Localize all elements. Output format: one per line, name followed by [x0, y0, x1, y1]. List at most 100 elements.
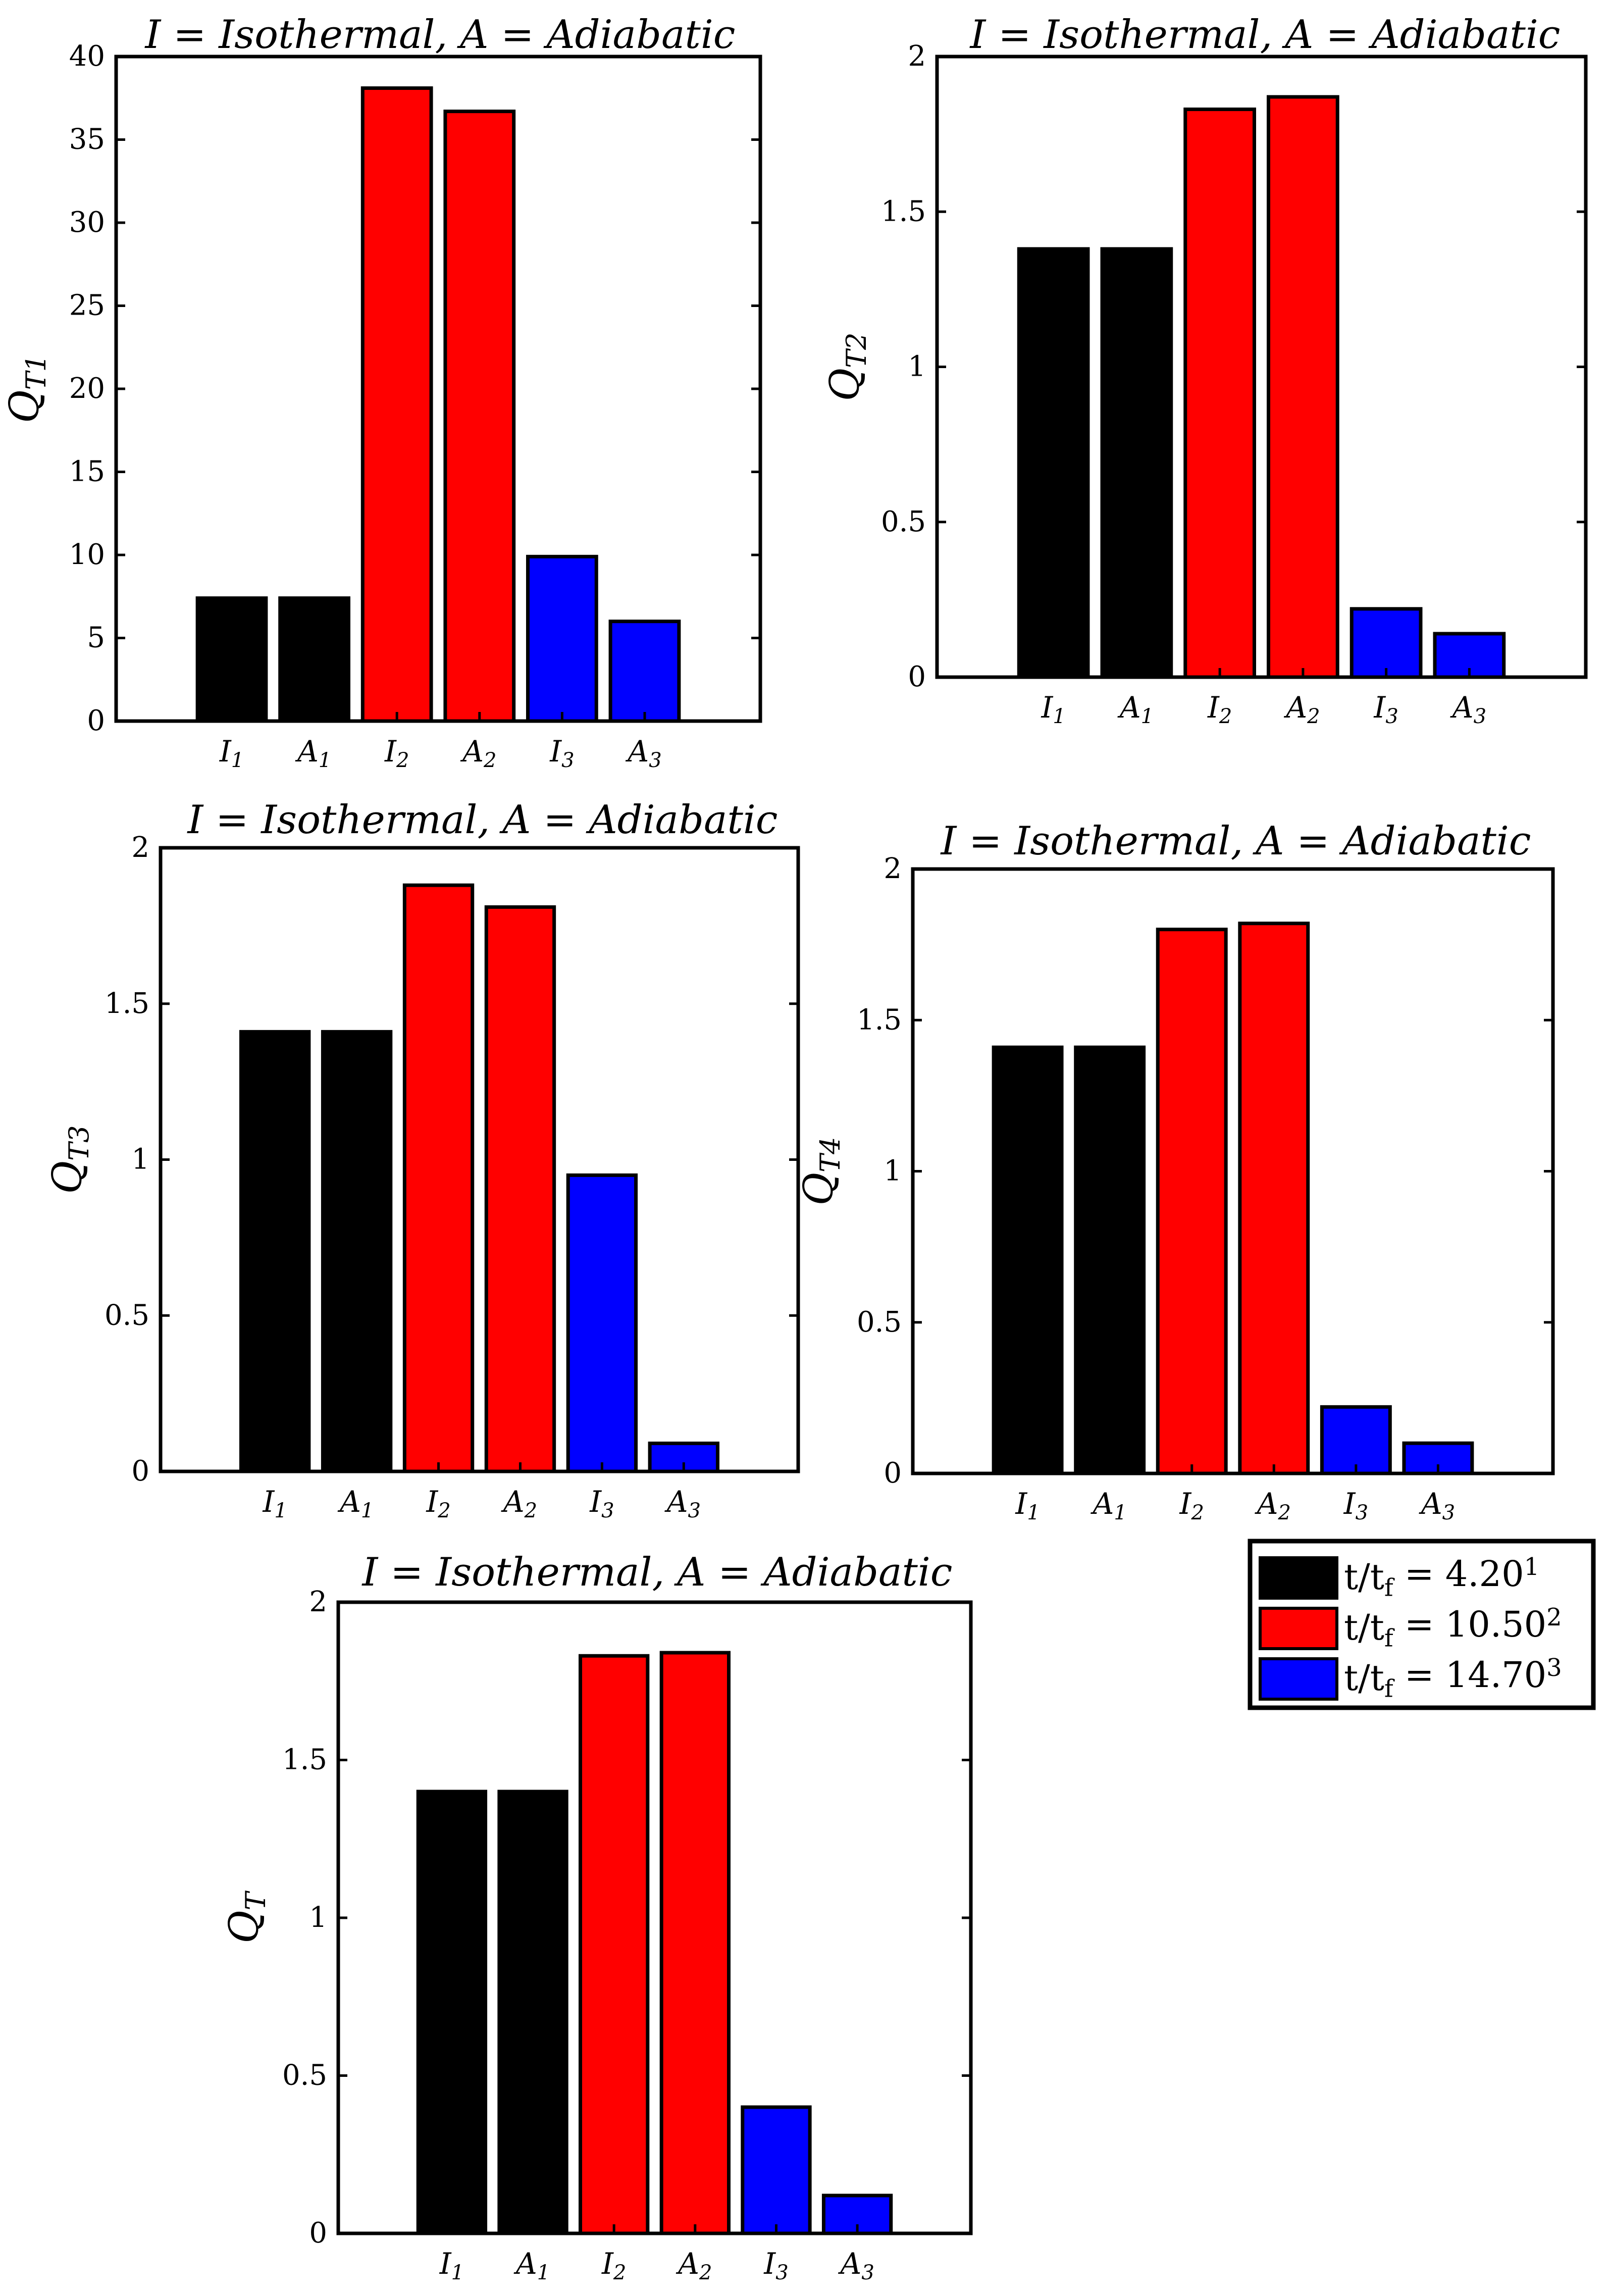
y-tick-label: 5 — [87, 622, 105, 654]
bar-a1 — [321, 1030, 393, 1473]
x-tick-label: I3 — [589, 1485, 614, 1522]
x-tick-label: I2 — [426, 1485, 450, 1522]
x-tick-label: A2 — [676, 2247, 712, 2284]
chart-title: I = Isothermal, A = Adiabatic — [144, 12, 736, 58]
x-tick-label: A3 — [664, 1485, 701, 1522]
x-tick-label: A1 — [1090, 1487, 1126, 1524]
y-axis-label: QT4 — [795, 1137, 846, 1206]
chart-5: I = Isothermal, A = Adiabatic I1 A1 I2 A2 I3 A… — [220, 1550, 973, 2284]
chart-title: I = Isothermal, A = Adiabatic — [940, 819, 1531, 864]
chart-2: I = Isothermal, A = Adiabatic I1 A1 I2 A2 I3 A… — [821, 12, 1588, 728]
y-tick-label: 0.5 — [105, 1299, 149, 1332]
legend-swatch — [1259, 1657, 1338, 1701]
bar-i1 — [1017, 247, 1090, 679]
x-tick-label: A2 — [1255, 1487, 1291, 1524]
chart-1: I = Isothermal, A = Adiabatic I1 A1 I2 A2 I3 A… — [1, 12, 762, 772]
y-tick-label: 25 — [69, 289, 105, 322]
x-tick-label: A2 — [460, 734, 496, 772]
bar-a1 — [1100, 247, 1173, 679]
bar-i2 — [1156, 928, 1228, 1475]
x-tick-label: I1 — [263, 1485, 287, 1522]
chart-title: I = Isothermal, A = Adiabatic — [361, 1550, 953, 1595]
bar-i2 — [579, 1654, 650, 2235]
y-tick-label: 0 — [908, 660, 926, 693]
y-tick-label: 1 — [884, 1155, 902, 1188]
bar-a2 — [443, 110, 516, 723]
y-tick-label: 40 — [69, 40, 105, 73]
y-axis-label: QT3 — [43, 1126, 95, 1194]
y-tick-label: 1 — [131, 1143, 149, 1176]
bar-i3 — [526, 554, 598, 723]
y-tick-label: 2 — [309, 1586, 327, 1618]
y-tick-label: 0.5 — [857, 1306, 902, 1339]
y-tick-label: 35 — [69, 123, 105, 156]
y-tick-label: 0.5 — [881, 505, 926, 538]
legend-label: t/tf = 4.201 — [1344, 1553, 1539, 1602]
y-tick-label: 1.5 — [881, 195, 926, 228]
y-tick-label: 1.5 — [105, 987, 149, 1020]
y-tick-label: 15 — [69, 455, 105, 488]
x-tick-label: I1 — [1015, 1487, 1040, 1524]
x-tick-label: A3 — [838, 2247, 874, 2284]
bar-i3 — [741, 2105, 812, 2235]
bar-i2 — [360, 86, 433, 723]
legend-label: t/tf = 10.502 — [1344, 1603, 1562, 1652]
bar-i1 — [239, 1030, 311, 1473]
y-tick-label: 0 — [131, 1455, 149, 1488]
y-tick-label: 1 — [908, 350, 926, 383]
x-tick-label: A1 — [513, 2247, 550, 2284]
x-tick-label: I3 — [549, 734, 574, 772]
x-tick-label: I3 — [763, 2247, 788, 2284]
bar-a1 — [1074, 1045, 1146, 1475]
y-axis-label: QT — [220, 1890, 272, 1944]
x-tick-label: A3 — [1419, 1487, 1455, 1524]
y-tick-label: 0 — [309, 2217, 327, 2250]
bar-a2 — [1267, 95, 1339, 679]
bar-i3 — [1320, 1405, 1392, 1475]
bar-a2 — [484, 905, 556, 1473]
y-tick-label: 30 — [69, 206, 105, 239]
x-tick-label: A2 — [1283, 690, 1320, 728]
bar-a2 — [1238, 922, 1310, 1475]
bar-i1 — [992, 1045, 1064, 1475]
bar-i2 — [1183, 107, 1256, 679]
y-tick-label: 0 — [884, 1457, 902, 1490]
bar-i1 — [416, 1790, 488, 2235]
legend-label: t/tf = 14.703 — [1344, 1654, 1562, 1703]
y-tick-label: 2 — [908, 40, 926, 73]
y-tick-label: 1 — [309, 1901, 327, 1934]
y-tick-label: 0 — [87, 704, 105, 737]
x-tick-label: A2 — [501, 1485, 537, 1522]
x-tick-label: A3 — [625, 734, 661, 772]
chart-3: I = Isothermal, A = Adiabatic I1 A1 I2 A2 I3 A… — [43, 797, 800, 1522]
x-tick-label: A1 — [295, 734, 331, 772]
y-tick-label: 1.5 — [282, 1744, 327, 1776]
x-tick-label: I1 — [439, 2247, 464, 2284]
chart-title: I = Isothermal, A = Adiabatic — [969, 12, 1561, 58]
x-tick-label: A1 — [337, 1485, 374, 1522]
bar-i1 — [195, 596, 268, 723]
x-tick-label: I3 — [1343, 1487, 1368, 1524]
x-tick-label: I2 — [601, 2247, 626, 2284]
bar-a3 — [608, 620, 681, 723]
x-tick-label: I2 — [384, 734, 409, 772]
legend-swatch — [1259, 1607, 1338, 1650]
y-tick-label: 2 — [131, 831, 149, 864]
x-tick-label: A1 — [1117, 690, 1154, 728]
bar-a1 — [497, 1790, 568, 2235]
y-tick-label: 10 — [69, 538, 105, 571]
x-tick-label: I2 — [1207, 690, 1232, 728]
x-tick-label: I2 — [1179, 1487, 1204, 1524]
bar-a1 — [278, 596, 351, 723]
y-tick-label: 1.5 — [857, 1003, 902, 1036]
chart-title: I = Isothermal, A = Adiabatic — [187, 797, 778, 843]
bar-i2 — [402, 883, 475, 1473]
y-axis-label: QT1 — [1, 354, 52, 423]
chart-4: I = Isothermal, A = Adiabatic I1 A1 I2 A2 I3 A… — [795, 819, 1555, 1524]
y-tick-label: 20 — [69, 372, 105, 405]
bar-a2 — [659, 1651, 731, 2235]
bar-i3 — [1350, 607, 1423, 679]
x-tick-label: I3 — [1373, 690, 1398, 728]
